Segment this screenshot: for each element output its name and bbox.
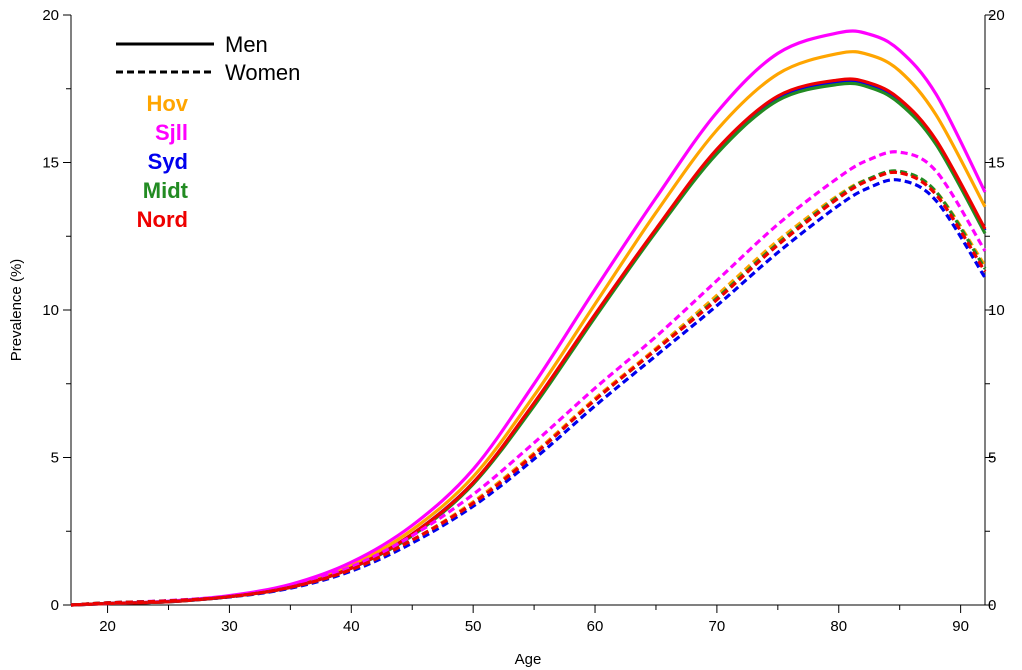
x-tick-label: 20 xyxy=(99,618,116,635)
x-tick-label: 40 xyxy=(343,618,360,635)
legend-region-midt: Midt xyxy=(143,178,189,203)
y-right-tick-label: 10 xyxy=(988,302,1005,319)
axes: 20 30 40 50 60 70 80 90 0 0 5 5 10 10 15 15 20 20 xyxy=(42,7,1004,635)
legend-region-nord: Nord xyxy=(137,207,188,232)
legend-label-men: Men xyxy=(225,32,268,57)
y-right-tick-label: 5 xyxy=(988,450,996,467)
x-tick-label: 70 xyxy=(709,618,726,635)
legend-region-syd: Syd xyxy=(148,149,188,174)
y-left-tick-label: 0 xyxy=(51,597,59,614)
x-tick-label: 80 xyxy=(830,618,847,635)
y-axis-title: Prevalence (%) xyxy=(8,259,25,362)
x-tick-label: 50 xyxy=(465,618,482,635)
y-left-tick-label: 10 xyxy=(42,302,59,319)
series-layer xyxy=(70,29,987,607)
y-left-tick-label: 20 xyxy=(42,7,59,24)
x-axis-title: Age xyxy=(515,651,542,668)
legend-label-women: Women xyxy=(225,60,300,85)
series-line-nord-women xyxy=(70,170,987,607)
legend: Men Women Hov Sjll Syd Midt Nord xyxy=(116,32,300,232)
x-tick-label: 90 xyxy=(952,618,969,635)
y-left-tick-label: 15 xyxy=(42,155,59,172)
legend-region-sjll: Sjll xyxy=(155,120,188,145)
legend-region-hov: Hov xyxy=(146,91,188,116)
x-tick-label: 60 xyxy=(587,618,604,635)
x-tick-label: 30 xyxy=(221,618,238,635)
y-left-tick-label: 5 xyxy=(51,450,59,467)
y-right-tick-label: 20 xyxy=(988,7,1005,24)
y-right-tick-label: 15 xyxy=(988,155,1005,172)
y-right-tick-label: 0 xyxy=(988,597,996,614)
